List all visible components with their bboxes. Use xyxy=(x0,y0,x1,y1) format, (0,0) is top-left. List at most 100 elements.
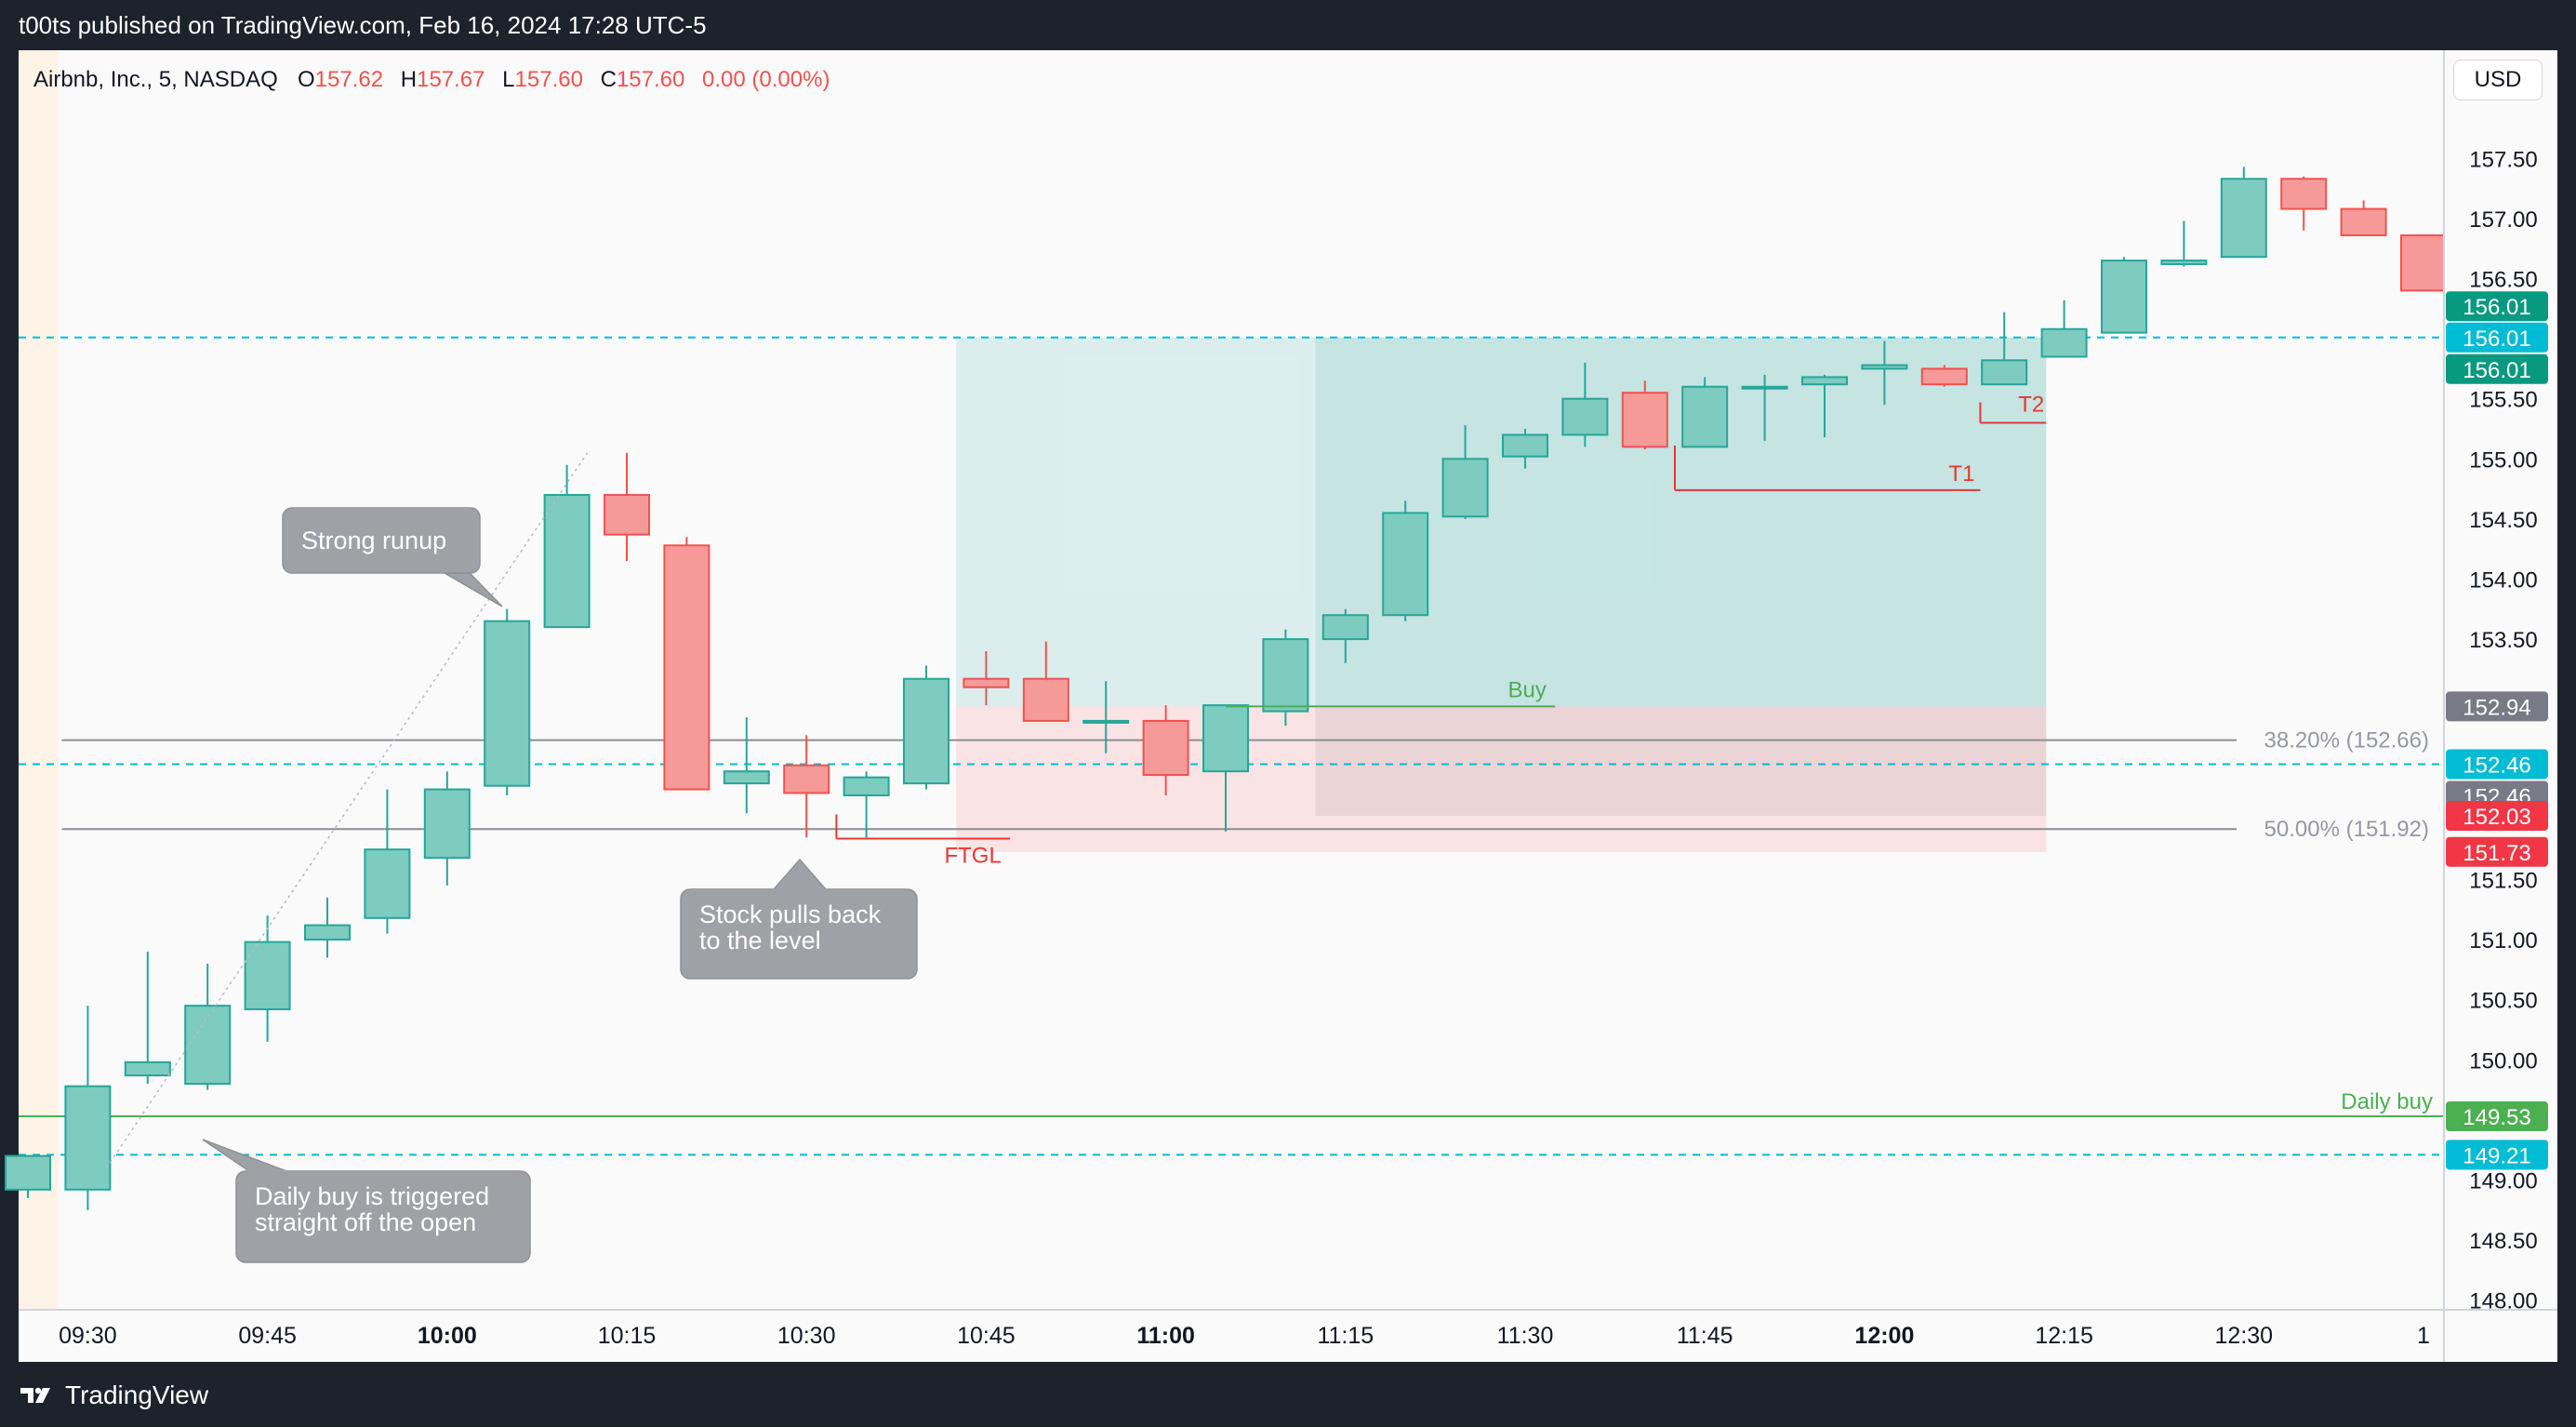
price-label-text: 152.94 xyxy=(2463,695,2530,720)
candle xyxy=(963,650,1010,706)
y-tick-label: 156.50 xyxy=(2469,267,2537,292)
candle-body xyxy=(124,1060,171,1077)
candle xyxy=(124,951,171,1085)
price-label-bg xyxy=(2446,691,2548,722)
price-axis-label: 156.01 xyxy=(2446,353,2548,384)
y-tick-label: 154.50 xyxy=(2469,508,2537,533)
callout-cover xyxy=(692,888,906,894)
price-axis-bg xyxy=(2444,50,2557,1310)
candle-body xyxy=(783,764,830,794)
candle-body xyxy=(364,848,411,919)
candle xyxy=(1621,380,1668,449)
candle-body xyxy=(2220,178,2267,259)
position-profit-zone xyxy=(1315,337,2047,707)
callout-cover xyxy=(247,1170,519,1176)
candle-body xyxy=(1321,614,1369,641)
x-tick-label: 09:30 xyxy=(59,1323,117,1349)
y-tick-label: 151.00 xyxy=(2469,928,2537,954)
x-tick-label: 12:15 xyxy=(2035,1323,2093,1349)
x-tick-label: 10:30 xyxy=(777,1323,836,1349)
price-axis-label: 152.46 xyxy=(2446,749,2548,780)
candle xyxy=(1801,374,1848,438)
published-text: t00ts published on TradingView.com, Feb … xyxy=(19,11,707,39)
x-tick-label: 11:15 xyxy=(1317,1323,1374,1349)
footer-bar xyxy=(0,1362,2576,1427)
candle xyxy=(723,717,770,814)
position-loss-zone xyxy=(1315,706,2047,816)
candle xyxy=(1262,629,1309,727)
candle xyxy=(1382,500,1429,621)
candle xyxy=(2400,233,2447,292)
price-axis-label: 149.53 xyxy=(2446,1100,2548,1131)
candle-body xyxy=(604,494,650,536)
candle xyxy=(1441,425,1489,519)
candle xyxy=(484,608,531,796)
y-tick-label: 154.00 xyxy=(2469,567,2537,593)
premarket-shading xyxy=(19,50,59,1310)
currency-button[interactable]: USD xyxy=(2453,60,2543,100)
candle xyxy=(2160,220,2208,267)
candle-body xyxy=(1741,385,1788,390)
position-loss-zone xyxy=(956,706,2047,852)
price-axis-label: 156.01 xyxy=(2446,291,2548,322)
candle-body xyxy=(543,494,591,629)
candle xyxy=(2280,176,2328,231)
callout-pointer xyxy=(772,858,828,890)
candle xyxy=(1142,705,1189,796)
candle-body xyxy=(1441,458,1489,518)
tradingview-brand[interactable]: TradingView xyxy=(19,1379,208,1412)
x-tick-label: 1 xyxy=(2417,1323,2430,1349)
legend-symbol: Airbnb, Inc., 5, NASDAQ xyxy=(33,67,278,92)
candle xyxy=(843,771,890,838)
candle-body xyxy=(963,677,1010,688)
ftgl-label: FTGL xyxy=(944,844,1001,869)
candle xyxy=(1022,641,1069,722)
candle-body xyxy=(2040,327,2088,358)
buy-label: Buy xyxy=(1508,677,1547,702)
price-label-bg xyxy=(2446,800,2548,831)
candle-body xyxy=(64,1085,112,1191)
candle-body xyxy=(5,1154,51,1191)
candle xyxy=(2220,167,2267,259)
y-tick-label: 153.50 xyxy=(2469,628,2537,653)
candle-body xyxy=(723,770,770,785)
candle-body xyxy=(1861,364,1908,370)
runup-trend-line xyxy=(105,452,589,1168)
candle xyxy=(604,452,650,562)
candle-body xyxy=(2280,178,2328,210)
candle-body xyxy=(903,677,949,785)
price-label-text: 149.21 xyxy=(2463,1143,2530,1168)
x-tick-label: 10:15 xyxy=(598,1323,657,1349)
candle-body xyxy=(484,620,531,787)
y-tick-label: 150.00 xyxy=(2469,1048,2537,1074)
callout-cover xyxy=(294,507,469,513)
y-tick-label: 155.50 xyxy=(2469,388,2537,413)
brand-text: TradingView xyxy=(65,1380,209,1409)
candle-body xyxy=(1262,638,1309,713)
candle xyxy=(1861,340,1908,406)
candle xyxy=(1561,362,1609,447)
candle-body xyxy=(244,940,291,1011)
x-tick-label: 12:30 xyxy=(2215,1323,2274,1349)
y-tick-label: 150.50 xyxy=(2469,989,2537,1014)
candle-body xyxy=(1022,677,1069,722)
callout: Strong runup xyxy=(282,507,503,607)
candle-body xyxy=(2160,260,2208,265)
y-tick-label: 157.00 xyxy=(2469,207,2537,233)
candle-body xyxy=(304,924,351,941)
x-tick-label: 11:30 xyxy=(1497,1323,1554,1349)
candle xyxy=(2340,200,2387,236)
price-label-text: 156.01 xyxy=(2463,327,2530,352)
callout-text: to the level xyxy=(699,927,821,954)
candle xyxy=(1321,608,1369,663)
candle-body xyxy=(2101,260,2147,334)
candle xyxy=(1741,374,1788,441)
price-label-bg xyxy=(2446,836,2548,867)
y-tick-label: 151.50 xyxy=(2469,868,2537,893)
y-tick-label: 149.00 xyxy=(2469,1168,2537,1194)
price-label-text: 151.73 xyxy=(2463,841,2530,866)
candle-body xyxy=(1561,397,1609,436)
price-axis-label: 151.73 xyxy=(2446,836,2548,867)
